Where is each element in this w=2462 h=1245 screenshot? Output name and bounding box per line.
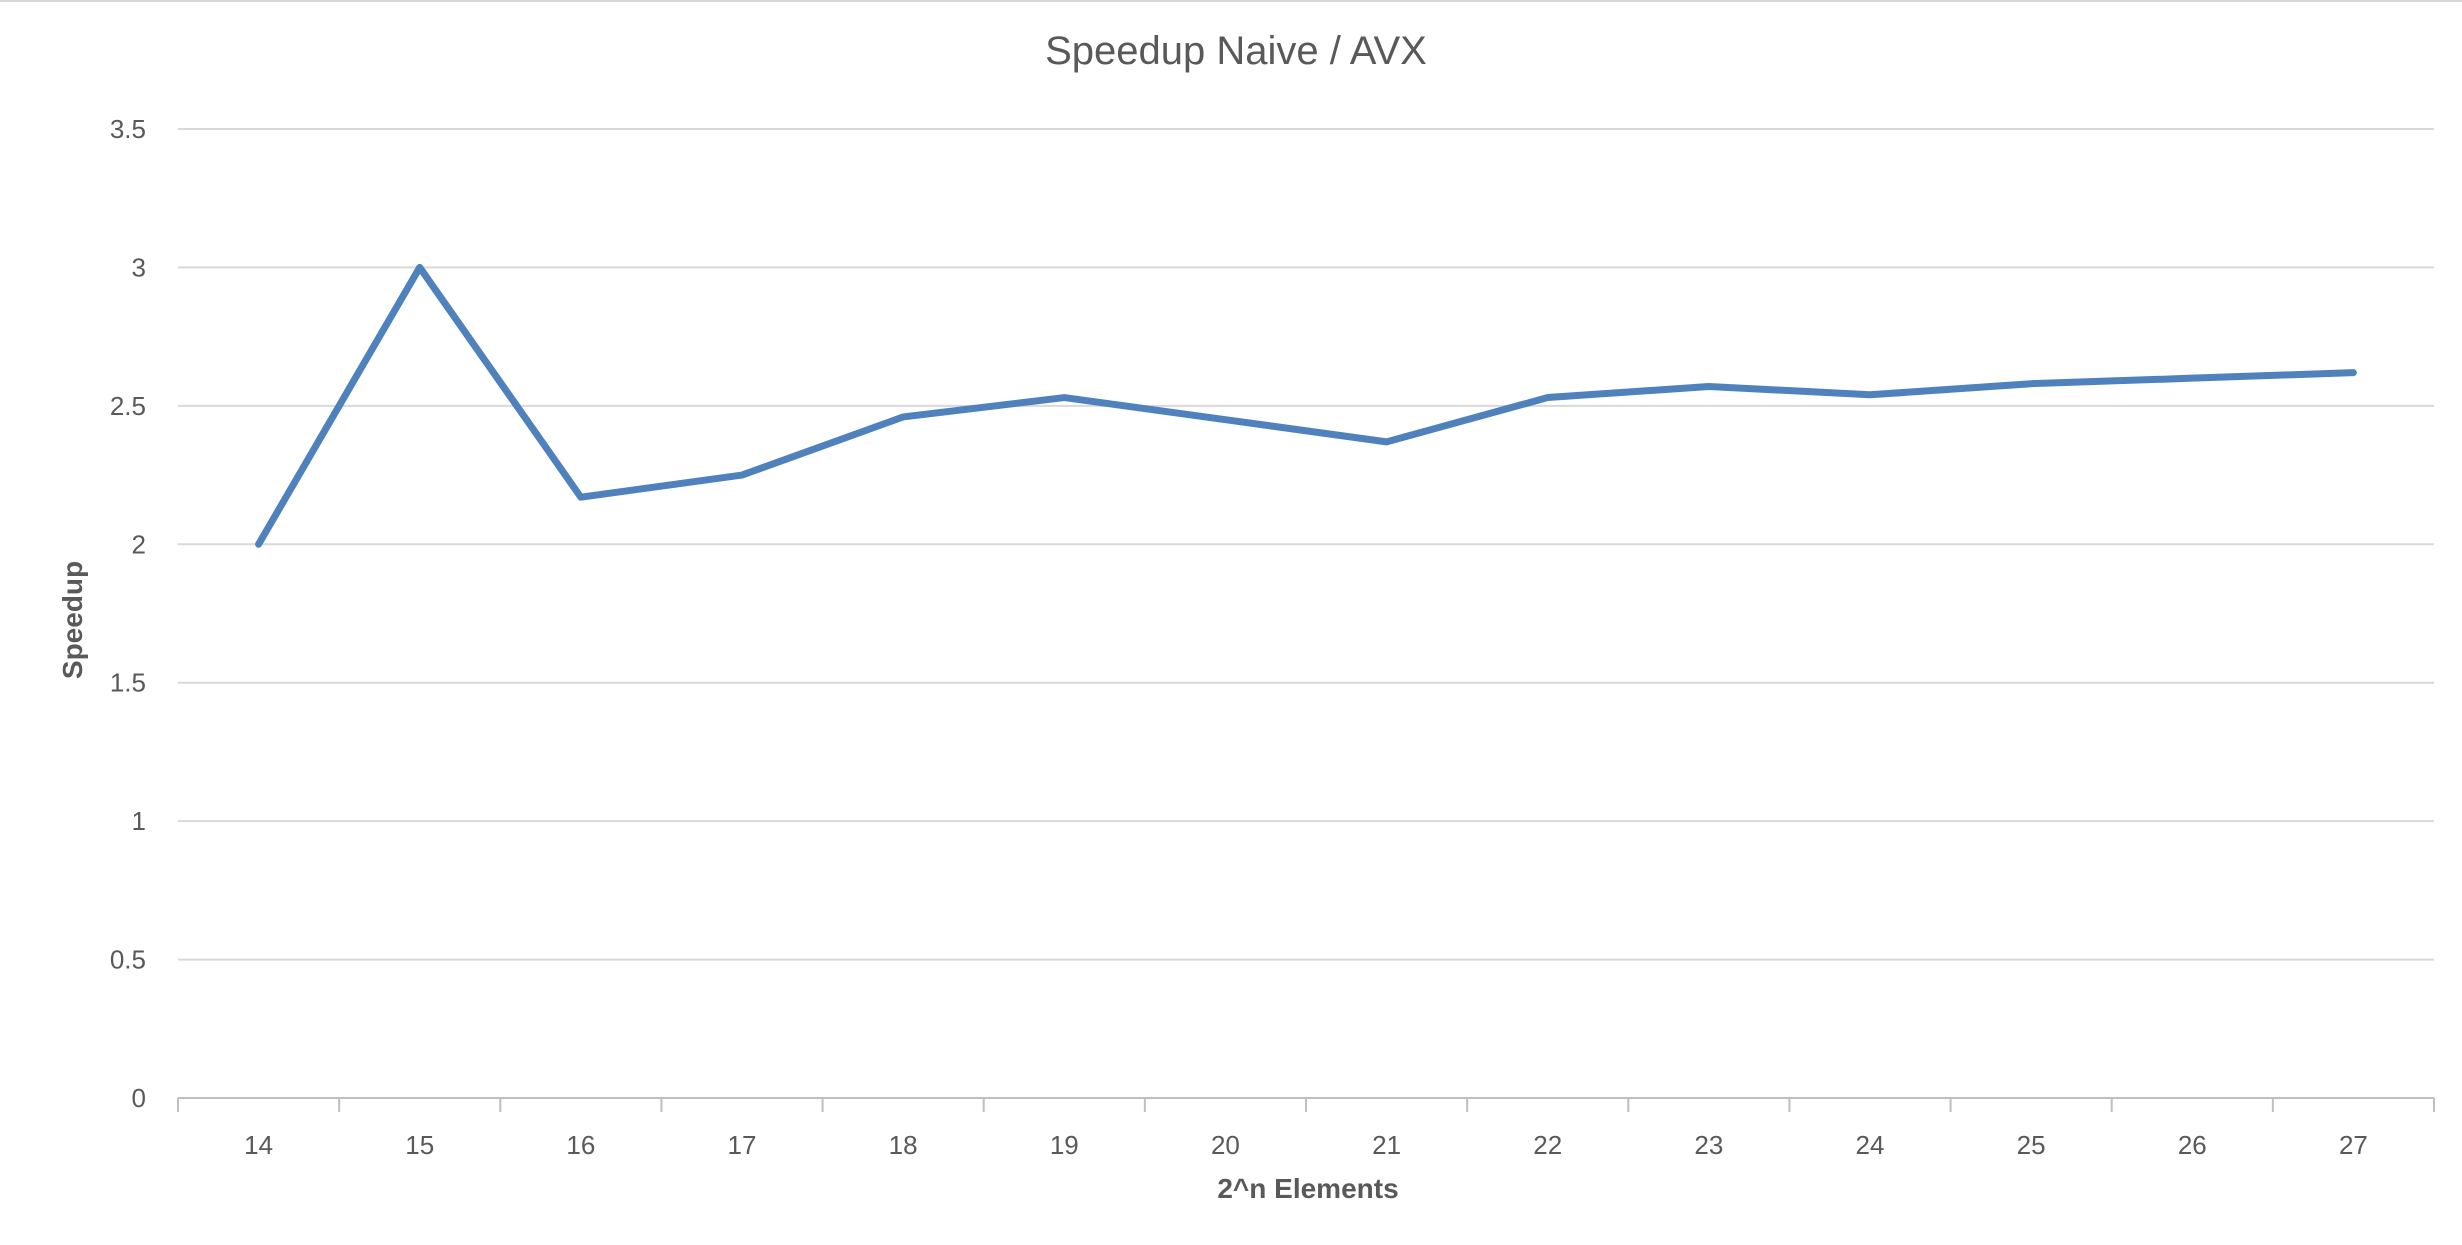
data-point [1386,441,1388,443]
series-layer [255,263,2357,548]
x-tick-label: 16 [566,1130,595,1160]
data-point [1708,385,1710,387]
y-tick-label: 2.5 [110,391,146,421]
y-axis-title: Speedup [57,561,88,679]
y-tick-label: 3.5 [110,114,146,144]
data-point [902,416,904,418]
x-tick-label: 22 [1533,1130,1562,1160]
y-axis-ticks: 0 0.5 1 1.5 2 2.5 3 3.5 [110,114,146,1113]
data-point [2191,377,2193,379]
y-tick-label: 2 [132,529,146,559]
y-tick-label: 3 [132,252,146,282]
x-tick-label: 18 [889,1130,918,1160]
x-tick-label: 19 [1050,1130,1079,1160]
x-tick-label: 23 [1694,1130,1723,1160]
data-point [1547,397,1549,399]
x-tick-label: 15 [405,1130,434,1160]
data-point [741,474,743,476]
x-axis-title: 2^n Elements [1217,1173,1398,1204]
data-point [258,543,260,545]
x-tick-label: 14 [244,1130,273,1160]
x-tick-label: 24 [1856,1130,1885,1160]
data-point [1224,419,1226,421]
data-point [1063,397,1065,399]
gridlines [178,128,2434,1099]
x-tick-label: 20 [1211,1130,1240,1160]
top-border [0,0,2462,2]
data-point [2352,372,2354,374]
x-tick-label: 17 [728,1130,757,1160]
x-axis-ticks: 14 15 16 17 18 19 20 21 22 23 24 25 26 27 [177,1098,2435,1160]
x-tick-label: 27 [2339,1130,2368,1160]
data-point [2030,383,2032,385]
data-point [1869,394,1871,396]
y-tick-label: 1.5 [110,668,146,698]
y-tick-label: 1 [132,806,146,836]
chart-title: Speedup Naive / AVX [1045,29,1427,73]
series-line [255,263,2357,548]
data-point [419,266,421,268]
x-tick-label: 26 [2178,1130,2207,1160]
y-tick-label: 0 [132,1083,146,1113]
x-tick-label: 25 [2017,1130,2046,1160]
data-point [580,496,582,498]
y-tick-label: 0.5 [110,945,146,975]
x-tick-label: 21 [1372,1130,1401,1160]
